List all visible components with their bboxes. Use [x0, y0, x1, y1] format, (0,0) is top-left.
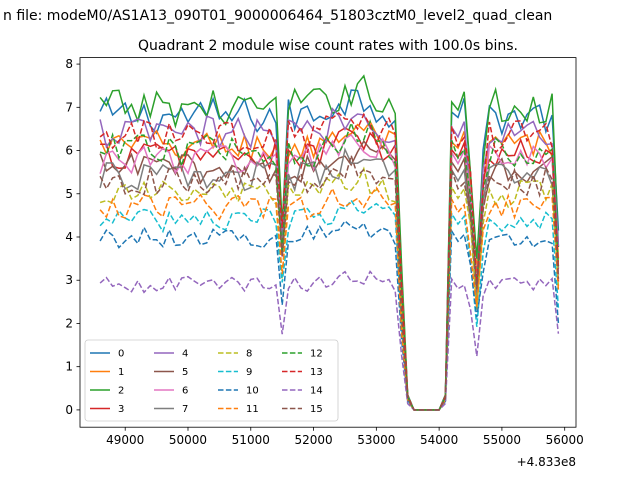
legend-label-11: 11 — [246, 404, 259, 415]
legend-label-9: 9 — [246, 367, 252, 378]
series-line-11 — [99, 186, 560, 411]
x-tick-label: 55000 — [483, 433, 521, 447]
y-tick-label: 2 — [65, 316, 73, 330]
series-line-15 — [99, 152, 560, 411]
legend-label-1: 1 — [118, 367, 124, 378]
legend-label-3: 3 — [118, 404, 124, 415]
legend-label-5: 5 — [182, 367, 188, 378]
y-tick-label: 8 — [65, 57, 73, 71]
x-tick-label: 50000 — [169, 433, 207, 447]
chart-title: Quadrant 2 module wise count rates with … — [138, 38, 518, 54]
legend-box — [84, 339, 339, 422]
series-line-12 — [99, 119, 560, 411]
x-axis: 49000 50000 51000 52000 53000 54000 55000 56000 — [106, 427, 584, 447]
legend-label-15: 15 — [310, 404, 323, 415]
series-line-13 — [99, 112, 560, 411]
y-tick-label: 6 — [65, 144, 73, 158]
x-tick-label: 54000 — [420, 433, 458, 447]
legend-label-8: 8 — [246, 349, 252, 360]
y-tick-label: 1 — [65, 360, 73, 374]
y-tick-label: 5 — [65, 187, 73, 201]
series-line-14 — [99, 270, 560, 411]
legend-label-13: 13 — [310, 367, 323, 378]
legend-label-7: 7 — [182, 404, 188, 415]
x-tick-label: 51000 — [232, 433, 270, 447]
legend-label-2: 2 — [118, 386, 124, 397]
y-tick-label: 3 — [65, 273, 73, 287]
y-tick-label: 7 — [65, 100, 73, 114]
plot-frame — [79, 57, 577, 428]
series-line-4 — [99, 107, 560, 411]
figure-suptitle: n file: modeM0/AS1A13_090T01_9000006464_… — [3, 8, 552, 24]
legend-label-14: 14 — [310, 386, 323, 397]
series-line-10 — [99, 219, 560, 411]
y-tick-label: 4 — [65, 230, 73, 244]
x-tick-label: 52000 — [294, 433, 332, 447]
legend-label-6: 6 — [182, 386, 188, 397]
x-tick-label: 49000 — [106, 433, 144, 447]
legend-label-12: 12 — [310, 349, 323, 360]
series-layer — [99, 74, 560, 411]
y-axis: 0 1 2 3 4 5 6 7 8 — [65, 57, 80, 417]
legend-label-0: 0 — [118, 349, 124, 360]
x-tick-label: 56000 — [546, 433, 584, 447]
x-tick-label: 53000 — [357, 433, 395, 447]
legend-label-10: 10 — [246, 386, 259, 397]
series-line-9 — [99, 199, 560, 411]
series-line-8 — [99, 166, 560, 411]
y-tick-label: 0 — [65, 403, 73, 417]
legend-label-4: 4 — [182, 349, 188, 360]
x-offset-label: +4.833e8 — [517, 455, 576, 469]
